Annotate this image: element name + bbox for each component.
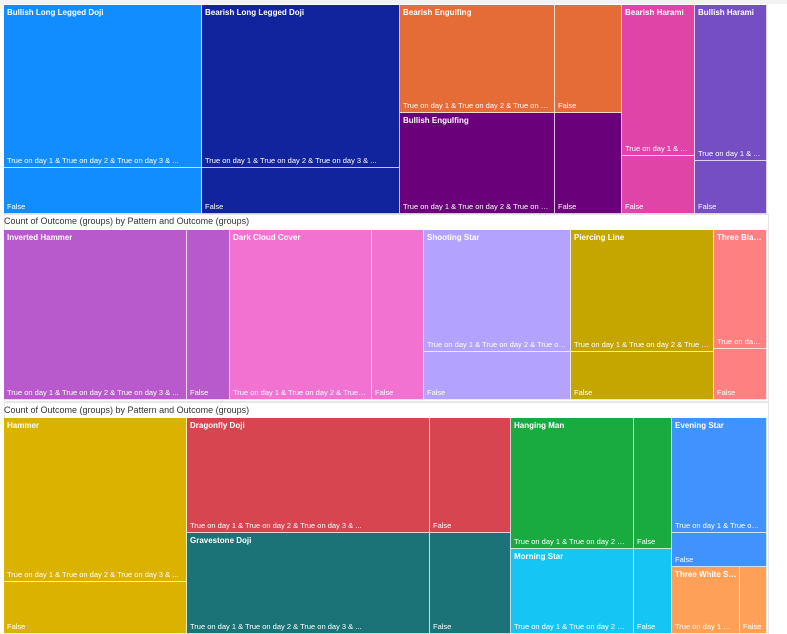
group-label-false: False <box>717 388 736 397</box>
treemap-tile-morning-star-false[interactable]: False <box>634 549 672 634</box>
treemap-tile-shooting-star-false[interactable]: False <box>424 352 571 400</box>
pattern-label: Piercing Line <box>574 233 625 242</box>
pattern-label: Shooting Star <box>427 233 480 242</box>
treemap-tile-morning-star-true[interactable]: Morning Star True on day 1 & True on day … <box>511 549 634 634</box>
treemap-tile-bullish-harami-false[interactable]: False <box>695 161 767 214</box>
treemap-panel-1: Bullish Long Legged Doji True on day 1 & … <box>4 5 768 214</box>
treemap-tile-bearish-long-legged-doji-false[interactable]: False <box>202 168 400 214</box>
pattern-label: Gravestone Doji <box>190 536 252 545</box>
treemap-tile-inverted-hammer-false[interactable]: False <box>187 230 230 400</box>
group-label-true: True on day 1 & True on day 2 & True on … <box>574 340 709 349</box>
pattern-label: Inverted Hammer <box>7 233 73 242</box>
treemap-tile-evening-star-true[interactable]: Evening Star True on day 1 & True on day … <box>672 418 767 533</box>
group-label-true: True on day 1 & True on day 2 & True on … <box>190 521 362 530</box>
group-label-false: False <box>625 202 644 211</box>
treemap-tile-dark-cloud-cover-false[interactable]: False <box>372 230 424 400</box>
group-label-false: False <box>743 622 762 631</box>
group-label-false: False <box>574 388 593 397</box>
treemap-tile-bullish-long-legged-doji-false[interactable]: False <box>4 168 202 214</box>
group-label-true: True on day 1 & True on day 2 & True on … <box>205 156 377 165</box>
group-label-false: False <box>7 622 26 631</box>
pattern-label: Morning Star <box>514 552 564 561</box>
group-label-false: False <box>433 622 452 631</box>
group-label-false: False <box>558 101 577 110</box>
treemap-tile-bearish-harami-true[interactable]: Bearish Harami True on day 1 & True on da… <box>622 5 695 156</box>
group-label-true: True on day 1 & True on day 2 & True on … <box>233 388 367 397</box>
treemap-tile-gravestone-doji-false[interactable]: False <box>430 533 511 634</box>
group-label-true: True on day 1 & True on day 2 & True on … <box>403 202 550 211</box>
group-label-false: False <box>637 622 656 631</box>
group-label-false: False <box>205 202 224 211</box>
group-label-true: True on day 1 & True on day 2 & True on … <box>7 156 179 165</box>
chart-title-3: Count of Outcome (groups) by Pattern and… <box>4 405 250 415</box>
pattern-label: Dark Cloud Cover <box>233 233 301 242</box>
treemap-tile-shooting-star-true[interactable]: Shooting Star True on day 1 & True on day… <box>424 230 571 352</box>
group-label-false: False <box>433 521 452 530</box>
treemap-tile-hammer-true[interactable]: Hammer True on day 1 & True on day 2 & Tr… <box>4 418 187 582</box>
treemap-panel-2: Inverted Hammer True on day 1 & True on d… <box>4 230 768 400</box>
pattern-label: Bearish Harami <box>625 8 684 17</box>
group-label-true: True on day 1 & True on day 2 & True on … <box>7 388 179 397</box>
treemap-tile-three-white-soldiers-true[interactable]: Three White Soldiers True on day 1 & True… <box>672 567 740 634</box>
group-label-false: False <box>375 388 394 397</box>
treemap-tile-three-white-soldiers-false[interactable]: False <box>740 567 767 634</box>
treemap-tile-bearish-harami-false[interactable]: False <box>622 156 695 214</box>
pattern-label: Three White Soldiers <box>675 570 737 579</box>
treemap-tile-bearish-engulfing-true[interactable]: Bearish Engulfing True on day 1 & True on… <box>400 5 555 113</box>
treemap-tile-dark-cloud-cover-true[interactable]: Dark Cloud Cover True on day 1 & True on … <box>230 230 372 400</box>
treemap-tile-piercing-line-true[interactable]: Piercing Line True on day 1 & True on day… <box>571 230 714 352</box>
group-label-true: True on day 1 & True on day 2 & True on … <box>698 149 762 158</box>
group-label-true: True on day 1 & True on day 2 & True on … <box>675 521 762 530</box>
treemap-tile-hanging-man-false[interactable]: False <box>634 418 672 549</box>
treemap-tile-bullish-long-legged-doji-true[interactable]: Bullish Long Legged Doji True on day 1 & … <box>4 5 202 168</box>
group-label-true: True on day 1 & True on day 2 & True on … <box>190 622 362 631</box>
top-scroll-edge <box>0 0 787 4</box>
group-label-true: True on day 1 & True on day 2 & True on … <box>7 570 179 579</box>
group-label-true: True on day 1 & True on day 2 & True on … <box>427 340 566 349</box>
group-label-true: True on day 1 & True on day 2 & True on … <box>625 144 690 153</box>
pattern-label: Bearish Engulfing <box>403 8 472 17</box>
group-label-false: False <box>698 202 717 211</box>
pattern-label: Three Black Crows <box>717 233 764 242</box>
treemap-tile-piercing-line-false[interactable]: False <box>571 352 714 400</box>
group-label-false: False <box>427 388 446 397</box>
treemap-tile-bullish-engulfing-false[interactable]: False <box>555 113 622 214</box>
group-label-false: False <box>7 202 26 211</box>
treemap-panel-3: Hammer True on day 1 & True on day 2 & Tr… <box>4 418 768 634</box>
group-label-true: True on day 1 & True on day 2 & True on … <box>717 337 762 346</box>
pattern-label: Bearish Long Legged Doji <box>205 8 305 17</box>
pattern-label: Dragonfly Doji <box>190 421 245 430</box>
treemap-tile-inverted-hammer-true[interactable]: Inverted Hammer True on day 1 & True on d… <box>4 230 187 400</box>
treemap-tile-hanging-man-true[interactable]: Hanging Man True on day 1 & True on day 2… <box>511 418 634 549</box>
treemap-tile-hammer-false[interactable]: False <box>4 582 187 634</box>
group-label-true: True on day 1 & True on day 2 & True on … <box>675 622 735 631</box>
chart-title-2: Count of Outcome (groups) by Pattern and… <box>4 216 250 226</box>
pattern-label: Bullish Long Legged Doji <box>7 8 104 17</box>
pattern-label: Bullish Harami <box>698 8 755 17</box>
treemap-tile-dragonfly-doji-true[interactable]: Dragonfly Doji True on day 1 & True on da… <box>187 418 430 533</box>
treemap-tile-bullish-harami-true[interactable]: Bullish Harami True on day 1 & True on da… <box>695 5 767 161</box>
treemap-tile-dragonfly-doji-false[interactable]: False <box>430 418 511 533</box>
group-label-true: True on day 1 & True on day 2 & True on … <box>514 622 629 631</box>
group-label-false: False <box>637 537 656 546</box>
treemap-tile-evening-star-false[interactable]: False <box>672 533 767 567</box>
group-label-false: False <box>675 555 694 564</box>
treemap-tile-three-black-crows-true[interactable]: Three Black Crows True on day 1 & True on… <box>714 230 767 349</box>
group-label-true: True on day 1 & True on day 2 & True on … <box>403 101 550 110</box>
treemap-tile-bearish-engulfing-false[interactable]: False <box>555 5 622 113</box>
treemap-tile-bearish-long-legged-doji-true[interactable]: Bearish Long Legged Doji True on day 1 & … <box>202 5 400 168</box>
group-label-true: True on day 1 & True on day 2 & True on … <box>514 537 629 546</box>
pattern-label: Bullish Engulfing <box>403 116 469 125</box>
treemap-tile-gravestone-doji-true[interactable]: Gravestone Doji True on day 1 & True on d… <box>187 533 430 634</box>
pattern-label: Hammer <box>7 421 40 430</box>
pattern-label: Hanging Man <box>514 421 565 430</box>
group-label-false: False <box>558 202 577 211</box>
group-label-false: False <box>190 388 209 397</box>
pattern-label: Evening Star <box>675 421 724 430</box>
treemap-tile-bullish-engulfing-true[interactable]: Bullish Engulfing True on day 1 & True on… <box>400 113 555 214</box>
treemap-tile-three-black-crows-false[interactable]: False <box>714 349 767 400</box>
